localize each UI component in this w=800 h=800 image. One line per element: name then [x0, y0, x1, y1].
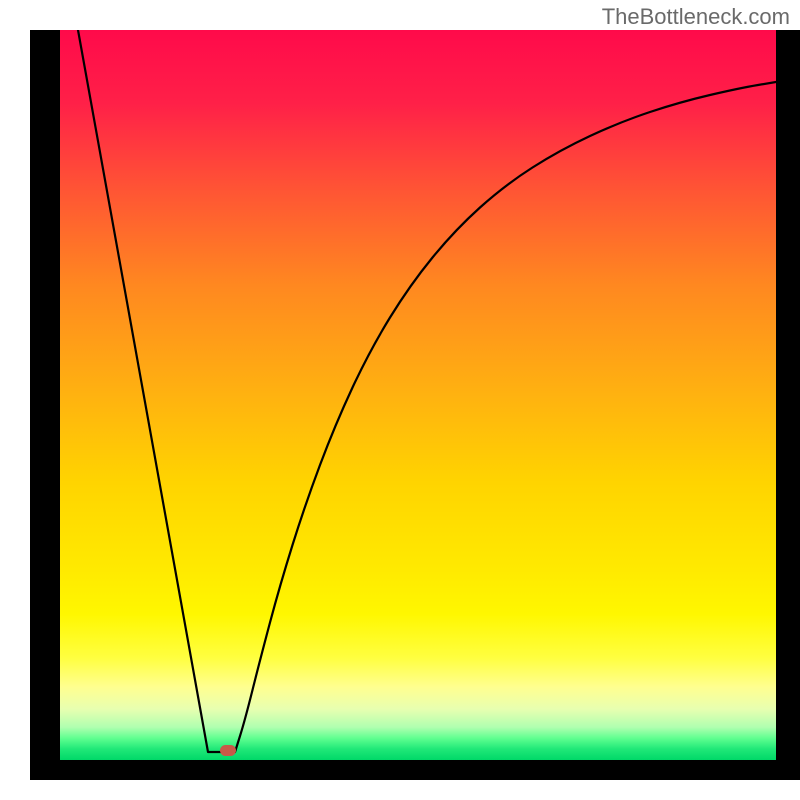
frame-left	[30, 30, 60, 780]
watermark-text: TheBottleneck.com	[602, 4, 790, 30]
chart-container: TheBottleneck.com	[0, 0, 800, 800]
frame-right	[776, 30, 800, 780]
optimum-marker	[220, 745, 236, 756]
plot-area	[60, 30, 776, 760]
bottleneck-curve	[60, 30, 776, 760]
frame-bottom	[30, 760, 800, 780]
